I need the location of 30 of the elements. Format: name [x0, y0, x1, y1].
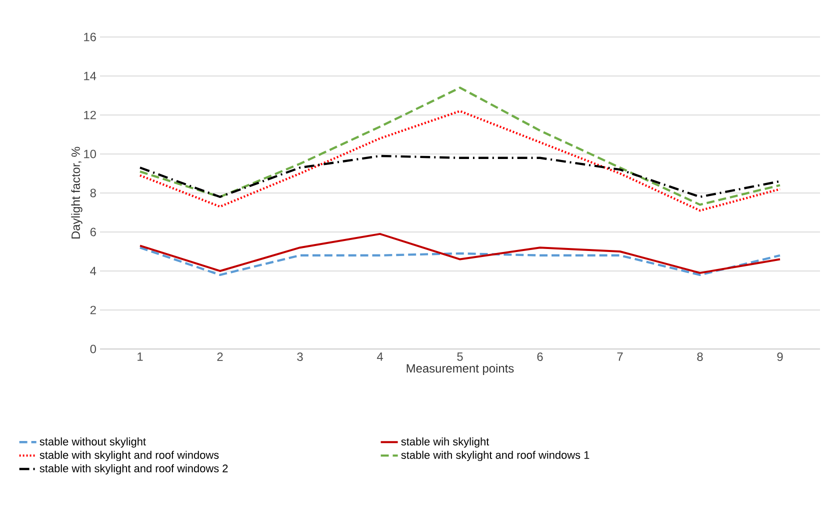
legend-label: stable wih skylight	[401, 437, 490, 448]
x-tick-label: 3	[297, 352, 303, 361]
y-tick-label: 0	[90, 344, 96, 354]
legend-label: stable with skylight and roof windows	[40, 450, 219, 462]
x-tick-label: 1	[138, 352, 143, 361]
x-tick-label: 6	[537, 352, 543, 361]
line-series	[138, 154, 782, 198]
x-tick-label: 4	[376, 352, 383, 361]
legend-label: stable with skylight and roof windows 2	[40, 464, 228, 474]
y-tick-label: 8	[90, 188, 96, 198]
line-series	[138, 110, 782, 212]
y-tick-label: 2	[90, 306, 96, 314]
y-tick-label: 10	[84, 150, 96, 158]
y-tick-label: 14	[84, 72, 96, 80]
x-tick-label: 5	[457, 352, 463, 361]
x-tick-label: 9	[777, 352, 783, 361]
y-tick-label: 12	[84, 110, 96, 120]
y-tick-label: 16	[84, 32, 96, 42]
x-tick-label: 2	[217, 352, 223, 361]
legend-label: stable with skylight and roof windows 1	[401, 450, 590, 462]
y-axis-title: Daylight factor, %	[71, 146, 82, 239]
line-series	[138, 86, 782, 206]
y-tick-label: 4	[90, 266, 96, 276]
line-series	[138, 246, 782, 276]
y-tick-label: 6	[90, 228, 96, 236]
x-axis-title: Measurement points	[406, 364, 514, 375]
x-tick-label: 8	[697, 352, 703, 361]
legend-label: stable without skylight	[40, 437, 146, 448]
x-tick-label: 7	[617, 352, 623, 361]
line-series	[139, 232, 782, 274]
